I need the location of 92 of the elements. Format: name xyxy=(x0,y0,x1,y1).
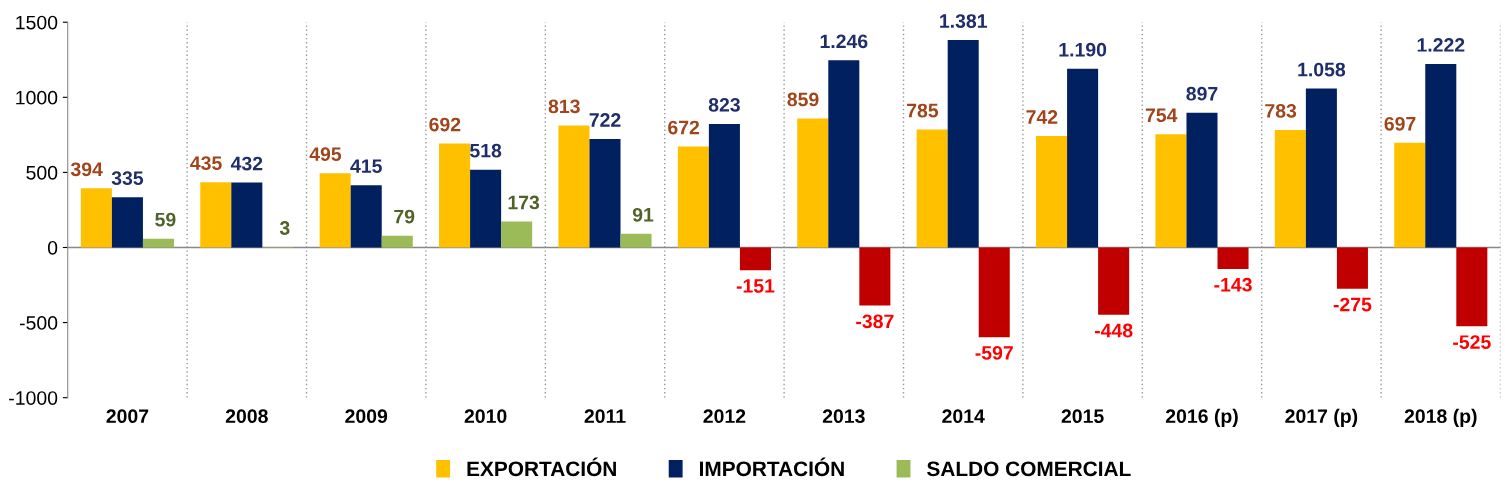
data-label: 91 xyxy=(632,207,654,222)
data-label: 785 xyxy=(907,103,939,118)
x-tick-label: 2007 xyxy=(106,409,149,424)
bar xyxy=(501,221,533,248)
bar xyxy=(1394,142,1426,248)
bar xyxy=(589,139,621,248)
data-label: 897 xyxy=(1186,86,1218,101)
bar xyxy=(1274,129,1306,248)
data-label: 823 xyxy=(708,97,740,112)
y-tick-label: -500 xyxy=(19,316,58,330)
bar xyxy=(1186,112,1218,248)
bar xyxy=(947,40,979,248)
x-tick-label: 2018 (p) xyxy=(1404,408,1477,427)
y-tick-label: 1500 xyxy=(16,15,58,30)
data-label: 518 xyxy=(469,143,502,158)
x-tick-label: 2009 xyxy=(345,409,388,424)
data-label: 722 xyxy=(589,113,621,127)
bar xyxy=(1425,63,1457,248)
data-label: -387 xyxy=(856,314,894,329)
x-tick-label: 2014 xyxy=(942,409,985,424)
bar xyxy=(1217,247,1249,269)
bar xyxy=(319,173,351,248)
x-tick-label: 2017 (p) xyxy=(1285,408,1358,427)
x-tick-label: 2015 xyxy=(1061,409,1104,424)
data-label: -151 xyxy=(736,279,775,293)
data-label: 692 xyxy=(429,117,461,132)
data-label: 813 xyxy=(548,99,580,114)
y-tick-label: 0 xyxy=(47,240,58,255)
bar xyxy=(439,143,471,248)
bar xyxy=(1098,247,1130,315)
data-label: -597 xyxy=(975,346,1013,360)
y-tick-label: -1000 xyxy=(9,391,58,405)
data-label: 335 xyxy=(111,171,144,186)
x-tick-label: 2016 (p) xyxy=(1165,408,1238,427)
data-label: 697 xyxy=(1384,116,1416,131)
bar xyxy=(677,146,709,248)
y-tick-label: 500 xyxy=(26,165,58,180)
bar xyxy=(859,247,891,306)
bar xyxy=(1456,247,1488,327)
data-label: 1.058 xyxy=(1298,62,1346,77)
data-label: 435 xyxy=(190,156,222,171)
bar xyxy=(231,182,263,248)
x-tick-label: 2011 xyxy=(584,409,626,424)
bar xyxy=(1336,247,1368,289)
data-label: 1.381 xyxy=(940,14,987,28)
bar xyxy=(558,125,590,248)
data-label: -448 xyxy=(1094,323,1133,338)
bar xyxy=(142,238,174,248)
bar xyxy=(1305,88,1337,248)
data-label: 783 xyxy=(1265,103,1297,118)
data-label: 432 xyxy=(230,156,263,171)
bar xyxy=(978,247,1010,338)
bar xyxy=(80,188,112,248)
data-label: 59 xyxy=(155,212,176,227)
bar xyxy=(916,129,948,248)
data-label: 742 xyxy=(1026,110,1058,124)
bar xyxy=(470,169,502,248)
x-tick-label: 2008 xyxy=(225,409,268,424)
data-label: 394 xyxy=(70,162,103,177)
x-tick-label: 2010 xyxy=(464,409,507,424)
data-label: 3 xyxy=(279,221,290,235)
bar xyxy=(620,233,652,248)
bar xyxy=(111,197,143,248)
legend-label: IMPORTACIÓN xyxy=(699,457,844,477)
data-label: 79 xyxy=(394,209,415,224)
bar xyxy=(350,185,382,248)
bar xyxy=(1067,68,1099,248)
data-label: 859 xyxy=(787,92,819,107)
bar xyxy=(708,123,740,248)
bar xyxy=(797,118,829,248)
data-label: -143 xyxy=(1214,277,1252,292)
bar xyxy=(1036,136,1068,248)
data-label: 495 xyxy=(309,147,342,161)
legend-label: EXPORTACIÓN xyxy=(467,457,616,477)
bar xyxy=(828,60,860,248)
data-label: -275 xyxy=(1333,297,1372,312)
data-label: 754 xyxy=(1145,108,1178,123)
data-label: 1.190 xyxy=(1059,42,1107,57)
data-label: 415 xyxy=(350,159,382,173)
bar xyxy=(1155,134,1187,248)
bar xyxy=(381,235,413,248)
data-label: 173 xyxy=(508,195,540,210)
data-label: 1.246 xyxy=(820,34,868,49)
data-label: 672 xyxy=(668,120,700,135)
x-tick-label: 2012 xyxy=(703,409,746,424)
data-label: 1.222 xyxy=(1417,38,1465,52)
data-label: -525 xyxy=(1453,335,1491,349)
y-tick-label: 1000 xyxy=(16,90,58,105)
bar xyxy=(739,247,771,271)
bar xyxy=(200,182,232,248)
legend-label: SALDO COMERCIAL xyxy=(927,461,1131,477)
x-tick-label: 2013 xyxy=(822,409,865,424)
